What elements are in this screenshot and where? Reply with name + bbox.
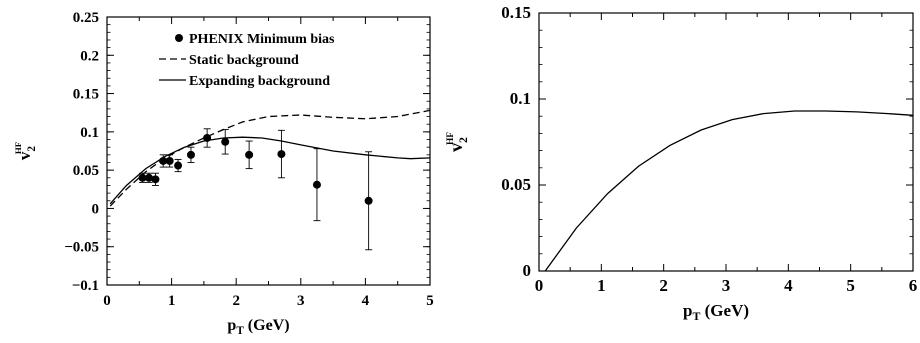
- y-tick-label: 0.1: [510, 89, 531, 108]
- x-axis-label-unit: (GeV): [700, 301, 749, 320]
- x-tick-label: 3: [297, 293, 305, 309]
- x-tick-label: 2: [232, 293, 240, 309]
- x-tick-label: 4: [362, 293, 370, 309]
- y-tick-label: 0.25: [73, 10, 99, 26]
- y-axis-label-subscript: 2: [456, 137, 470, 143]
- y-axis-label-symbol: v: [446, 143, 466, 152]
- y-tick-label: 0.1: [80, 125, 99, 141]
- y-tick-label: −0.1: [72, 278, 99, 294]
- x-axis-label-unit: (GeV): [244, 317, 290, 334]
- data-point: [151, 175, 160, 184]
- y-tick-label: 0.2: [80, 48, 99, 64]
- legend-marker-points: [175, 34, 183, 42]
- y-axis-label: v2HF: [446, 132, 470, 152]
- data-point: [138, 173, 147, 182]
- data-point: [221, 137, 230, 146]
- legend-entry: Static background: [189, 53, 299, 68]
- x-tick-label: 2: [659, 276, 668, 295]
- series-line-static-background: [109, 109, 430, 207]
- x-tick-label: 4: [784, 276, 793, 295]
- y-tick-label: −0.05: [64, 240, 99, 256]
- legend-entry: PHENIX Minimum bias: [189, 32, 335, 47]
- data-point: [186, 150, 195, 159]
- series-line-expanding-background: [109, 136, 430, 205]
- x-tick-label: 3: [722, 276, 731, 295]
- data-point: [144, 173, 153, 182]
- x-tick-label: 1: [597, 276, 606, 295]
- x-tick-label: 5: [426, 293, 434, 309]
- data-point: [277, 150, 286, 159]
- data-point: [174, 161, 183, 170]
- series-group: [544, 110, 913, 271]
- x-tick-label: 5: [846, 276, 855, 295]
- y-tick-label: 0: [92, 201, 100, 217]
- y-axis-label: v2HF: [13, 142, 38, 160]
- series-line-curve: [544, 110, 913, 271]
- y-tick-label: 0.05: [501, 175, 531, 194]
- x-axis-label-subscript: T: [692, 309, 700, 323]
- x-tick-label: 0: [103, 293, 111, 309]
- y-tick-label: 0.05: [73, 163, 99, 179]
- chart-panel-1: 0 1 2 3 4 5 −0.1 −0.05 0 0.05 0.1 0.15 0.2 0.25 pT (Ge…: [13, 10, 434, 337]
- x-tick-label: 0: [535, 276, 544, 295]
- y-axis-label-subscript: 2: [26, 146, 38, 152]
- data-point: [245, 150, 254, 159]
- series-group: [109, 109, 430, 251]
- x-axis-label: pT (GeV): [227, 317, 289, 337]
- x-tick-label: 6: [909, 276, 918, 295]
- y-axis-label-symbol: v: [15, 151, 34, 160]
- data-point: [165, 156, 174, 165]
- y-axis-label-superscript: HF: [446, 132, 456, 145]
- y-axis-label-superscript: HF: [13, 142, 23, 154]
- legend-entry: Expanding background: [189, 74, 330, 89]
- data-point: [364, 196, 373, 205]
- y-tick-label: 0.15: [501, 3, 531, 22]
- y-tick-label: 0.15: [73, 87, 99, 103]
- plot-frame: [538, 12, 914, 272]
- x-axis-label-symbol: p: [683, 301, 692, 320]
- x-axis-label-subscript: T: [236, 325, 244, 337]
- x-tick-label: 1: [168, 293, 176, 309]
- x-axis-label: pT (GeV): [683, 301, 749, 323]
- legend: PHENIX Minimum bias Static background Expa…: [159, 32, 335, 89]
- data-point: [312, 180, 321, 189]
- y-tick-label: 0: [523, 261, 532, 280]
- x-axis-label-symbol: p: [227, 317, 236, 334]
